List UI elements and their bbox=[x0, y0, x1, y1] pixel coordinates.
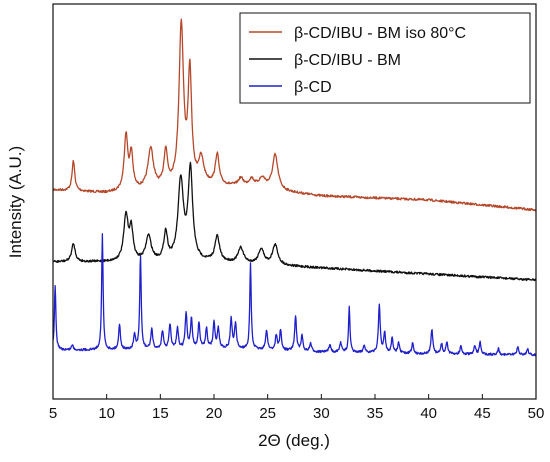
x-tick-label-5: 30 bbox=[313, 405, 330, 422]
x-tick-label-8: 45 bbox=[474, 405, 491, 422]
x-tick-label-7: 40 bbox=[420, 405, 437, 422]
legend-label-bm: β-CD/IBU - BM bbox=[294, 52, 401, 69]
legend: β-CD/IBU - BM iso 80°C β-CD/IBU - BM β-C… bbox=[239, 12, 531, 104]
x-tick-label-4: 25 bbox=[259, 405, 276, 422]
x-tick-label-9: 50 bbox=[528, 405, 545, 422]
series-line-1 bbox=[52, 161, 537, 282]
legend-label-beta-cd: β-CD bbox=[294, 79, 332, 96]
x-axis-title: 2Θ (deg.) bbox=[258, 431, 330, 450]
series-layer bbox=[52, 18, 537, 357]
y-axis-title: Intensity (A.U.) bbox=[6, 146, 25, 258]
x-tick-label-2: 15 bbox=[152, 405, 169, 422]
x-tick-label-6: 35 bbox=[367, 405, 384, 422]
x-axis-ticks: 5 10 15 20 25 30 35 40 45 50 bbox=[49, 394, 545, 422]
x-tick-label-1: 10 bbox=[98, 405, 115, 422]
plot-frame bbox=[52, 3, 537, 400]
legend-label-bm-iso-80: β-CD/IBU - BM iso 80°C bbox=[294, 25, 466, 42]
x-tick-label-0: 5 bbox=[49, 405, 57, 422]
legend-box bbox=[239, 12, 531, 104]
series-line-2 bbox=[52, 233, 537, 357]
x-tick-label-3: 20 bbox=[206, 405, 223, 422]
series-line-0 bbox=[52, 18, 537, 212]
